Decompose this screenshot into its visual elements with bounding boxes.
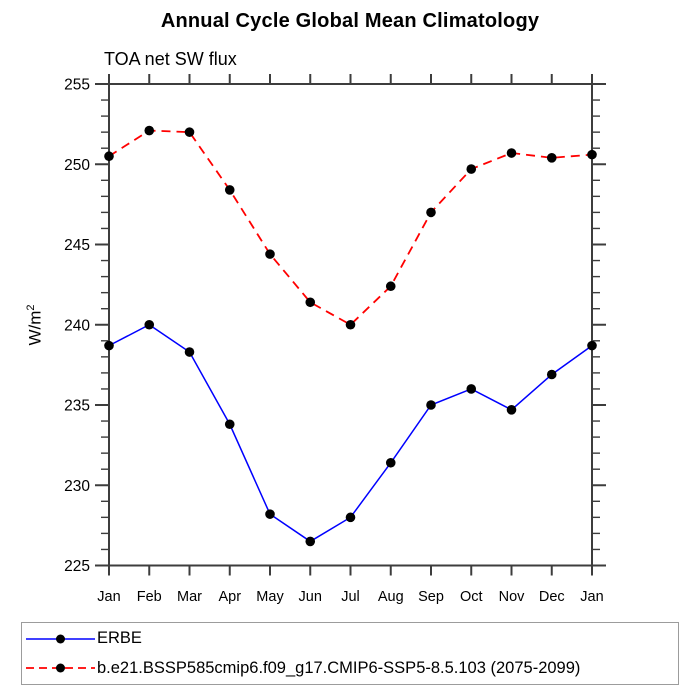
y-tick-label: 235 (64, 398, 90, 415)
data-point-model (506, 148, 517, 158)
data-point-model (144, 125, 155, 136)
data-point-erbe (144, 319, 155, 330)
x-tick-label: Dec (539, 589, 565, 605)
data-point-model (184, 127, 195, 137)
x-tick-label: Jul (341, 589, 360, 605)
data-point-erbe (265, 509, 275, 519)
legend-marker-model (56, 663, 65, 673)
series-line-erbe (108, 323, 593, 543)
data-point-model (466, 164, 477, 174)
legend-line-sample-erbe (26, 634, 95, 644)
x-tick-label: Oct (460, 589, 483, 605)
x-tick-label: Nov (499, 589, 526, 605)
series-line-model (108, 129, 593, 326)
data-point-erbe (184, 347, 195, 357)
data-point-model (265, 249, 275, 259)
data-point-model (305, 297, 316, 308)
y-tick-label: 230 (64, 478, 90, 495)
data-point-model (546, 153, 557, 163)
data-point-erbe (345, 512, 356, 523)
legend-line-sample-model (26, 663, 95, 673)
y-tick-label: 255 (64, 77, 90, 94)
data-point-erbe (506, 405, 517, 415)
data-point-erbe (587, 340, 597, 351)
chart-subtitle: TOA net SW flux (104, 49, 237, 69)
data-point-erbe (104, 340, 114, 351)
x-tick-label: Feb (137, 589, 162, 605)
legend-label-erbe: ERBE (97, 629, 142, 648)
y-tick-label: 250 (64, 157, 90, 174)
legend: ERBE b.e21.BSSP585cmip6.f09_g17.CMIP6-SS… (21, 622, 679, 685)
legend-item-erbe: ERBE (22, 625, 678, 653)
plot-frame (108, 83, 593, 567)
data-point-model (587, 149, 597, 160)
data-point-model (345, 319, 356, 330)
legend-label-model: b.e21.BSSP585cmip6.f09_g17.CMIP6-SSP5-8.… (97, 658, 581, 677)
x-tick-label: May (256, 589, 284, 605)
data-point-erbe (546, 369, 557, 380)
plot-area: 225 230 235 240 245 250 255 Jan Feb Mar Apr May Jun J… (64, 74, 606, 605)
data-point-erbe (305, 536, 316, 547)
data-point-erbe (385, 457, 396, 468)
data-point-erbe (426, 400, 436, 410)
x-tick-label: Mar (177, 589, 202, 605)
data-point-model (426, 207, 436, 218)
x-tick-label: Sep (418, 589, 444, 605)
data-point-model (385, 281, 396, 292)
data-point-model (104, 151, 114, 162)
x-tick-label: Jan (580, 589, 603, 605)
x-tick-label: Aug (378, 589, 404, 605)
legend-item-model: b.e21.BSSP585cmip6.f09_g17.CMIP6-SSP5-8.… (22, 654, 678, 682)
data-point-erbe (466, 384, 477, 394)
data-point-erbe (224, 419, 235, 430)
y-tick-label: 240 (64, 317, 90, 334)
y-tick-label: 245 (64, 237, 90, 254)
x-tick-label: Jun (299, 589, 322, 605)
x-tick-label: Jan (97, 589, 120, 605)
x-tick-label: Apr (218, 589, 241, 605)
y-tick-label: 225 (64, 558, 90, 575)
legend-marker-erbe (56, 634, 65, 644)
chart-title: Annual Cycle Global Mean Climatology (160, 10, 540, 32)
data-point-model (224, 185, 235, 195)
